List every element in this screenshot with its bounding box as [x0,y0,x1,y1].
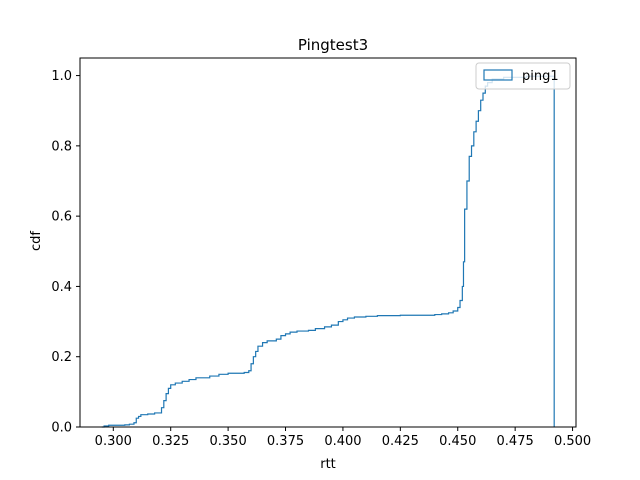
x-tick-label: 0.450 [439,434,476,449]
legend-label: ping1 [522,69,559,84]
x-axis-label: rtt [320,457,336,472]
x-tick-label: 0.475 [497,434,534,449]
y-tick-label: 0.4 [51,280,72,295]
legend-swatch [483,69,513,81]
y-axis-label: cdf [29,231,44,251]
plot-area [79,57,577,428]
series-line-ping1 [101,75,555,428]
x-tick-label: 0.500 [554,434,591,449]
x-tick-label: 0.325 [152,434,189,449]
y-tick-label: 0.8 [51,139,72,154]
x-tick-label: 0.400 [324,434,361,449]
legend: ping1 [475,62,571,90]
x-tick-label: 0.300 [95,434,132,449]
y-axis: 0.0 0.2 0.4 0.6 0.8 1.0 [51,69,80,436]
y-tick-label: 0.0 [51,421,72,436]
y-tick-label: 0.2 [51,350,72,365]
axes-frame [79,57,577,428]
x-tick-label: 0.425 [382,434,419,449]
y-tick-label: 1.0 [51,69,72,84]
x-tick-label: 0.350 [210,434,247,449]
chart-title: Pingtest3 [298,36,368,54]
x-tick-label: 0.375 [267,434,304,449]
x-axis: 0.300 0.325 0.350 0.375 0.400 0.425 0.450 0.475… [95,427,591,449]
y-tick-label: 0.6 [51,210,72,225]
